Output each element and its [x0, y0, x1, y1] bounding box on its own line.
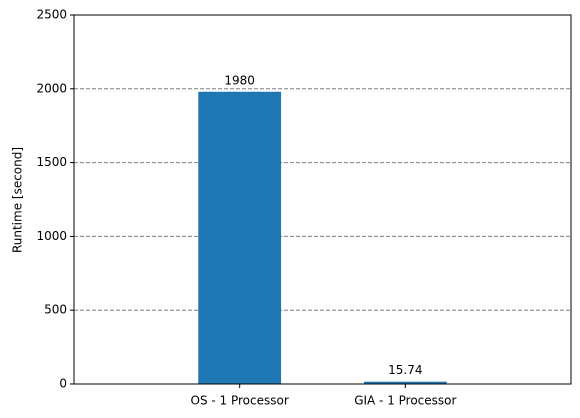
- bar: [363, 381, 447, 384]
- y-tick-label: 2000: [36, 81, 67, 95]
- y-tick-label: 1500: [36, 155, 67, 169]
- plot-frame: [73, 14, 572, 385]
- y-tick-label: 500: [44, 303, 67, 317]
- value-label: 1980: [224, 73, 255, 87]
- y-tick-label: 0: [59, 377, 67, 391]
- y-tick-label: 1000: [36, 229, 67, 243]
- x-tick-label: OS - 1 Processor: [191, 394, 289, 408]
- y-tick-label: 2500: [36, 8, 67, 22]
- y-axis-label: Runtime [second]: [11, 147, 25, 253]
- x-tick-label: GIA - 1 Processor: [354, 394, 456, 408]
- value-label: 15.74: [388, 363, 422, 377]
- bar: [198, 91, 282, 384]
